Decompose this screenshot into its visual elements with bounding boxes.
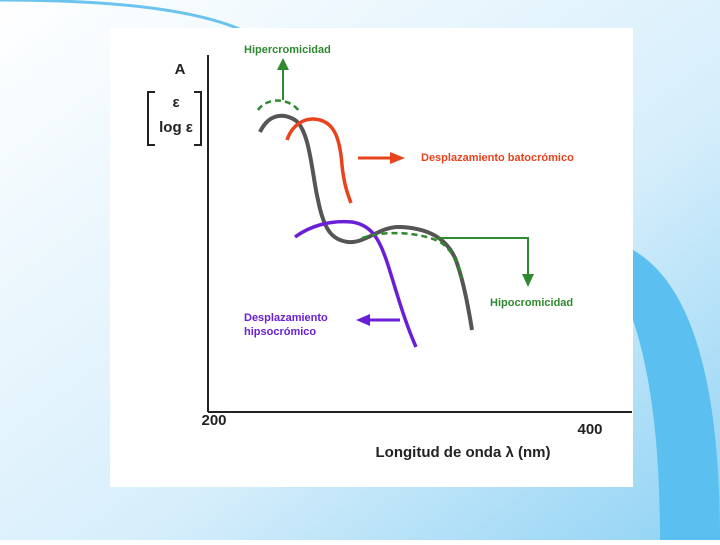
figure-panel: [110, 28, 633, 487]
annotation: Desplazamiento batocrómico: [421, 152, 574, 164]
annotation: Hipocromicidad: [490, 297, 573, 309]
hypochromic-curve: [361, 231, 464, 279]
x-axis-label: Longitud de onda λ (nm): [376, 444, 551, 461]
axes: [147, 55, 632, 413]
x-tick-label: 400: [577, 421, 602, 438]
annotation: hipsocrómico: [244, 326, 316, 338]
hyperchromic-curve: [256, 99, 301, 113]
bathochromic-curve: [285, 117, 353, 204]
x-tick-label: 200: [201, 412, 226, 429]
y-bracket-line: log ε: [159, 119, 193, 136]
arrows: [277, 58, 534, 326]
y-bracket-line: ε: [172, 94, 179, 111]
annotation: Hipercromicidad: [244, 44, 331, 56]
hypsochromic-curve: [293, 219, 418, 348]
annotation: Desplazamiento: [244, 312, 328, 324]
y-axis-label: A: [175, 61, 186, 78]
decor-shape: [633, 250, 720, 540]
